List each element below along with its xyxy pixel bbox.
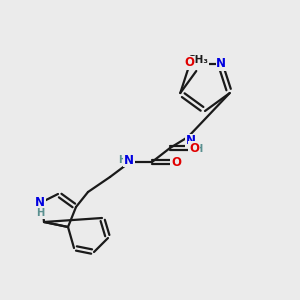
Text: O: O: [189, 142, 199, 154]
Text: N: N: [35, 196, 45, 208]
Text: CH₃: CH₃: [188, 55, 209, 65]
Text: O: O: [185, 56, 195, 70]
Text: O: O: [171, 155, 181, 169]
Text: H: H: [36, 208, 44, 218]
Text: H: H: [118, 155, 126, 165]
Text: N: N: [186, 134, 196, 148]
Text: H: H: [194, 144, 202, 154]
Text: N: N: [216, 58, 226, 70]
Text: N: N: [124, 154, 134, 166]
